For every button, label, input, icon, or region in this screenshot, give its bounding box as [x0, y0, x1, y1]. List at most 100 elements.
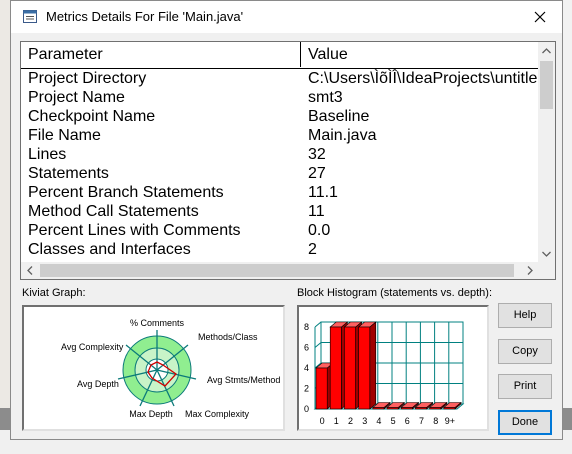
histogram-bar [428, 401, 448, 410]
histogram-x-tick-label: 5 [391, 416, 396, 426]
chevron-up-icon [542, 47, 551, 53]
metrics-table[interactable]: Parameter Value Project Directory C:\User… [20, 41, 556, 280]
histogram-bar-front [386, 407, 399, 410]
horizontal-scrollbar[interactable] [21, 262, 538, 279]
histogram-bar-front [415, 407, 427, 410]
histogram-grid-side [314, 362, 322, 369]
histogram-grid-side [314, 321, 322, 328]
row-value: Baseline [308, 108, 370, 125]
table-row[interactable]: Lines 32 [21, 145, 547, 164]
column-header-parameter[interactable]: Parameter [21, 42, 301, 67]
histogram-x-tick-label: 9+ [445, 416, 455, 426]
kiviat-axes [117, 330, 197, 407]
title-bar[interactable]: Metrics Details For File 'Main.java' [11, 1, 562, 33]
histogram-bar-front [400, 407, 413, 410]
histogram-bar-front [344, 326, 356, 410]
scroll-left-button[interactable] [21, 262, 38, 279]
kiviat-axis-methods-class: Methods/Class [198, 332, 258, 342]
row-parameter: Statements [28, 165, 109, 182]
table-row[interactable]: Percent Branch Statements 11.1 [21, 183, 547, 202]
print-button[interactable]: Print [498, 374, 552, 399]
row-parameter: Checkpoint Name [28, 108, 156, 125]
chevron-down-icon [542, 251, 551, 257]
vertical-scroll-thumb[interactable] [540, 61, 553, 109]
table-row[interactable]: File Name Main.java [21, 126, 547, 145]
row-value: smt3 [308, 89, 343, 106]
histogram-label: Block Histogram (statements vs. depth): [297, 287, 493, 299]
chevron-right-icon [527, 266, 533, 275]
histogram-bar [357, 321, 377, 410]
table-row[interactable]: Classes and Interfaces 2 [21, 240, 547, 259]
row-value: 0.0 [308, 222, 331, 239]
row-parameter: Project Name [28, 89, 125, 106]
histogram-x-tick-label: 2 [348, 416, 353, 426]
close-button[interactable] [518, 1, 562, 33]
help-button[interactable]: Help [498, 303, 552, 328]
table-row[interactable]: Project Name smt3 [21, 88, 547, 107]
app-icon [23, 10, 37, 23]
histogram-bar-front [372, 407, 385, 410]
background-app-left [0, 0, 10, 454]
row-parameter: Classes and Interfaces [28, 241, 191, 258]
kiviat-axis-avg-depth: Avg Depth [77, 379, 119, 389]
row-parameter: Project Directory [28, 70, 147, 87]
row-value: 11.1 [308, 184, 338, 201]
row-parameter: Lines [28, 146, 67, 163]
row-parameter: Percent Lines with Comments [28, 222, 241, 239]
horizontal-scroll-thumb[interactable] [40, 264, 514, 277]
scroll-corner [538, 262, 555, 279]
histogram-bar [386, 401, 406, 410]
kiviat-svg: % Comments Methods/Class Avg Stmts/Metho… [61, 318, 280, 419]
histogram-y-tick-label: 2 [304, 384, 309, 394]
row-parameter: Percent Branch Statements [28, 184, 224, 201]
histogram-y-tick-label: 6 [304, 343, 309, 353]
histogram-bar-front [358, 326, 371, 410]
scroll-down-button[interactable] [538, 245, 555, 262]
histogram-x-tick-label: 7 [419, 416, 424, 426]
kiviat-polygon [147, 361, 177, 387]
histogram-x-tick-label: 1 [334, 416, 339, 426]
kiviat-label: Kiviat Graph: [22, 287, 86, 299]
histogram-x-tick-label: 4 [376, 416, 381, 426]
histogram-bar [442, 401, 462, 410]
histogram-bars [315, 321, 462, 410]
row-parameter: File Name [28, 127, 101, 144]
copy-button[interactable]: Copy [498, 339, 552, 364]
row-value: 32 [308, 146, 326, 163]
histogram-x-tick-label: 3 [362, 416, 367, 426]
histogram-y-tick-label: 8 [304, 322, 309, 332]
table-row[interactable]: Checkpoint Name Baseline [21, 107, 547, 126]
scroll-up-button[interactable] [538, 42, 555, 59]
table-row[interactable]: Project Directory C:\Users\ÌõÌÎ\IdeaProje… [21, 69, 547, 88]
histogram-bar-front [329, 326, 342, 410]
histogram-bar [371, 401, 391, 410]
metrics-details-dialog: Metrics Details For File 'Main.java' Par… [10, 0, 563, 440]
histogram-x-ticks: 0 1 2 3 4 5 6 7 8 9+ [320, 416, 455, 426]
row-value: 11 [308, 203, 325, 220]
histogram-bar [414, 401, 434, 410]
histogram-svg: 0 2 4 6 8 0 1 2 3 4 5 6 7 8 9+ [304, 321, 465, 426]
histogram-bar-side [369, 321, 377, 410]
table-row[interactable]: Percent Lines with Comments 0.0 [21, 221, 547, 240]
scroll-right-button[interactable] [521, 262, 538, 279]
column-header-value[interactable]: Value [308, 46, 348, 63]
table-row[interactable]: Statements 27 [21, 164, 547, 183]
histogram-x-tick-label: 6 [405, 416, 410, 426]
table-header: Parameter Value [21, 42, 547, 69]
table-row[interactable]: Method Call Statements 11 [21, 202, 547, 221]
row-parameter: Method Call Statements [28, 203, 199, 220]
done-button[interactable]: Done [498, 410, 552, 435]
background-app-right [562, 0, 572, 454]
vertical-scrollbar[interactable] [538, 42, 555, 262]
kiviat-axis-max-depth: Max Depth [129, 409, 173, 419]
histogram-bar [400, 401, 420, 410]
histogram-y-ticks: 0 2 4 6 8 [304, 322, 309, 414]
row-value: 27 [308, 165, 326, 182]
block-histogram: 0 2 4 6 8 0 1 2 3 4 5 6 7 8 9+ [297, 305, 489, 431]
histogram-x-tick-label: 0 [320, 416, 325, 426]
histogram-x-tick-label: 8 [433, 416, 438, 426]
histogram-grid-side [314, 342, 322, 348]
histogram-y-tick-label: 4 [304, 363, 309, 373]
row-value: 2 [308, 241, 317, 258]
kiviat-graph: % Comments Methods/Class Avg Stmts/Metho… [22, 305, 285, 431]
